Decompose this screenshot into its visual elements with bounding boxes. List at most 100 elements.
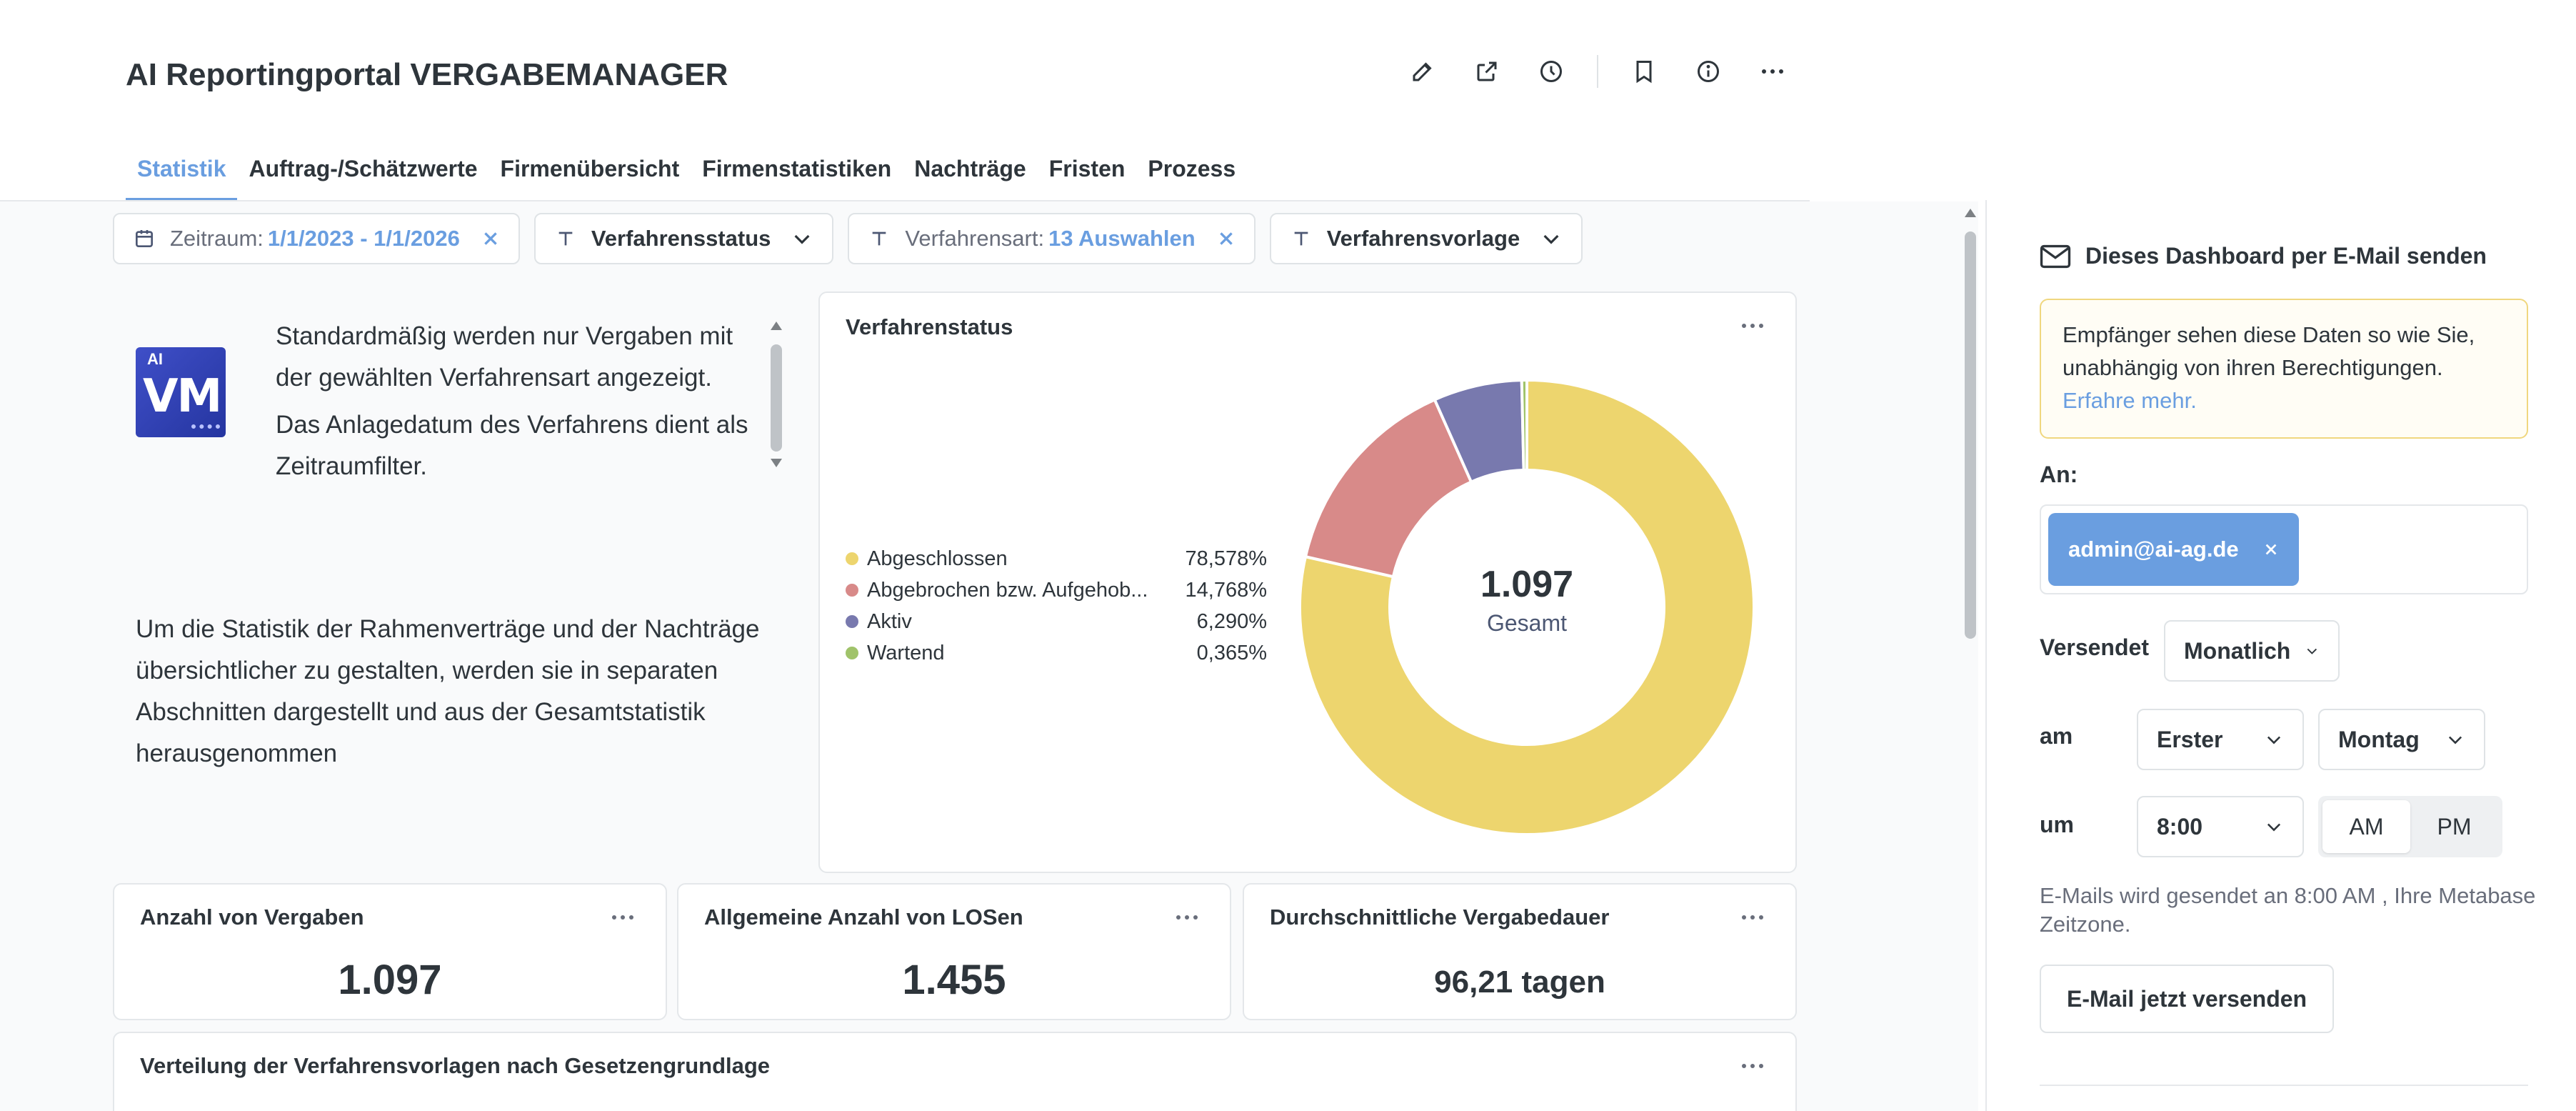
sent-label: Versendet	[2040, 634, 2149, 660]
scroll-up-arrow[interactable]	[1965, 209, 1976, 217]
recipient-chip[interactable]: admin@ai-ag.de	[2048, 513, 2299, 586]
tab-statistik[interactable]: Statistik	[126, 150, 238, 201]
email-sidebar: Dieses Dashboard per E-Mail senden Empfä…	[1985, 200, 2576, 1111]
chevron-down-icon	[2448, 736, 2462, 744]
legend-swatch	[846, 552, 858, 565]
weekday-select[interactable]: Montag	[2318, 709, 2485, 770]
kpi-title: Allgemeine Anzahl von LOSen	[704, 905, 1023, 930]
ellipsis-icon[interactable]	[608, 903, 637, 932]
page-title: AI Reportingportal VERGABEMANAGER	[126, 57, 728, 92]
legend-item[interactable]: Wartend 0,365%	[846, 637, 1267, 669]
learn-more-link[interactable]: Erfahre mehr.	[2063, 388, 2197, 413]
time-select[interactable]: 8:00	[2137, 796, 2304, 857]
info-paragraph: Standardmäßig werden nur Vergaben mit de…	[276, 322, 733, 392]
legend-item[interactable]: Abgeschlossen 78,578%	[846, 543, 1267, 574]
donut-total: 1.097	[1480, 564, 1574, 605]
ellipsis-icon[interactable]	[1738, 1052, 1767, 1080]
sidebar-heading-text: Dieses Dashboard per E-Mail senden	[2085, 243, 2487, 269]
on-label: am	[2040, 723, 2073, 749]
scroll-up-arrow[interactable]	[771, 322, 782, 330]
share-icon[interactable]	[1468, 53, 1505, 90]
at-label: um	[2040, 812, 2074, 837]
chart-legend: Abgeschlossen 78,578% Abgebrochen bzw. Auf…	[846, 543, 1267, 669]
main-scrollbar[interactable]	[1963, 207, 1978, 1111]
text-scrollbar[interactable]	[768, 316, 784, 473]
text-type-icon	[1294, 231, 1308, 246]
legend-percentage: 6,290%	[1196, 609, 1267, 633]
legend-item[interactable]: Aktiv 6,290%	[846, 606, 1267, 637]
mail-icon	[2040, 244, 2071, 268]
donut-slice[interactable]	[1520, 378, 1528, 472]
close-icon[interactable]	[2263, 542, 2279, 557]
pm-option[interactable]: PM	[2437, 813, 2472, 840]
kpi-value: 1.455	[902, 957, 1006, 1003]
tab-fristen[interactable]: Fristen	[1048, 156, 1126, 181]
schedule-info: E-Mails wird gesendet an 8:00 AM , Ihre …	[2040, 883, 2536, 937]
kpi-title: Durchschnittliche Vergabedauer	[1270, 905, 1610, 930]
dashboard-content: Zeitraum: 1/1/2023 - 1/1/2026 Verfahrens…	[0, 201, 1978, 1111]
recipient-input[interactable]: admin@ai-ag.de	[2040, 504, 2528, 594]
legend-label: Wartend	[867, 641, 945, 664]
legend-item[interactable]: Abgebrochen bzw. Aufgehob... 14,768%	[846, 574, 1267, 606]
to-label: An:	[2040, 462, 2078, 487]
filter-verfahrensart[interactable]: Verfahrensart: 13 Auswahlen	[848, 213, 1256, 264]
chart-title: Verfahrenstatus	[846, 314, 1013, 339]
close-icon[interactable]	[1217, 229, 1236, 248]
info-text-block: Standardmäßig werden nur Vergaben mit de…	[276, 316, 776, 493]
filter-zeitraum[interactable]: Zeitraum: 1/1/2023 - 1/1/2026	[113, 213, 520, 264]
donut-slice[interactable]	[1298, 378, 1755, 836]
legend-swatch	[846, 615, 858, 628]
legend-percentage: 78,578%	[1185, 547, 1268, 570]
filter-zeitraum-value: 1/1/2023 - 1/1/2026	[267, 226, 460, 251]
verteilung-card: Verteilung der Verfahrensvorlagen nach G…	[113, 1032, 1797, 1111]
kpi-card-vergabedauer: Durchschnittliche Vergabedauer 96,21 tag…	[1243, 883, 1797, 1020]
sidebar-divider	[2040, 1085, 2528, 1086]
tab-nachtraege[interactable]: Nachträge	[914, 156, 1026, 181]
tab-firmenuebersicht[interactable]: Firmenübersicht	[500, 156, 680, 181]
logo-ai-text: AI	[147, 350, 163, 368]
chevron-down-icon	[2267, 823, 2281, 832]
legend-swatch	[846, 584, 858, 597]
am-option[interactable]: AM	[2322, 800, 2410, 853]
chevron-down-icon	[1540, 227, 1563, 250]
tab-auftrag-schaetzwerte[interactable]: Auftrag-/Schätzwerte	[249, 156, 478, 181]
kpi-value: 96,21 tagen	[1434, 965, 1605, 1000]
day-ordinal-select[interactable]: Erster	[2137, 709, 2304, 770]
legend-percentage: 0,365%	[1196, 641, 1267, 664]
pencil-icon[interactable]	[1404, 53, 1441, 90]
ellipsis-icon[interactable]	[1754, 53, 1791, 90]
frequency-select[interactable]: Monatlich	[2164, 620, 2340, 682]
ellipsis-icon[interactable]	[1738, 903, 1767, 932]
filter-zeitraum-label: Zeitraum:	[170, 226, 264, 251]
filter-verfahrensstatus-label: Verfahrensstatus	[591, 226, 771, 251]
scroll-thumb[interactable]	[771, 344, 782, 452]
calendar-icon	[136, 230, 153, 247]
bookmark-icon[interactable]	[1625, 53, 1663, 90]
donut-total-label: Gesamt	[1486, 610, 1568, 636]
scroll-thumb[interactable]	[1965, 231, 1976, 639]
ellipsis-icon[interactable]	[1738, 312, 1767, 340]
text-type-icon	[558, 231, 573, 246]
dashboard-tabs: Statistik Auftrag-/Schätzwerte Firmenübe…	[126, 150, 1247, 201]
info-icon[interactable]	[1690, 53, 1727, 90]
info-paragraph: Das Anlagedatum des Verfahrens dient als…	[276, 411, 748, 480]
filter-verfahrensstatus[interactable]: Verfahrensstatus	[533, 213, 834, 264]
legend-label: Abgebrochen bzw. Aufgehob...	[867, 578, 1148, 602]
legend-label: Abgeschlossen	[867, 547, 1008, 570]
close-icon[interactable]	[481, 229, 500, 248]
clock-icon[interactable]	[1533, 53, 1570, 90]
ellipsis-icon[interactable]	[1173, 903, 1201, 932]
tabs-divider	[0, 200, 1810, 201]
filter-verfahrensart-value: 13 Auswahlen	[1048, 226, 1196, 251]
legend-swatch	[846, 647, 858, 659]
filter-verfahrensvorlage[interactable]: Verfahrensvorlage	[1269, 213, 1583, 264]
recipient-email: admin@ai-ag.de	[2068, 537, 2239, 562]
tab-firmenstatistiken[interactable]: Firmenstatistiken	[702, 156, 892, 181]
weekday-value: Montag	[2338, 726, 2420, 752]
kpi-card-vergaben: Anzahl von Vergaben 1.097	[113, 883, 667, 1020]
scroll-down-arrow[interactable]	[771, 459, 782, 467]
tab-prozess[interactable]: Prozess	[1148, 156, 1236, 181]
legend-percentage: 14,768%	[1185, 578, 1268, 602]
send-now-button[interactable]: E-Mail jetzt versenden	[2040, 965, 2335, 1033]
chevron-down-icon	[2267, 736, 2281, 744]
